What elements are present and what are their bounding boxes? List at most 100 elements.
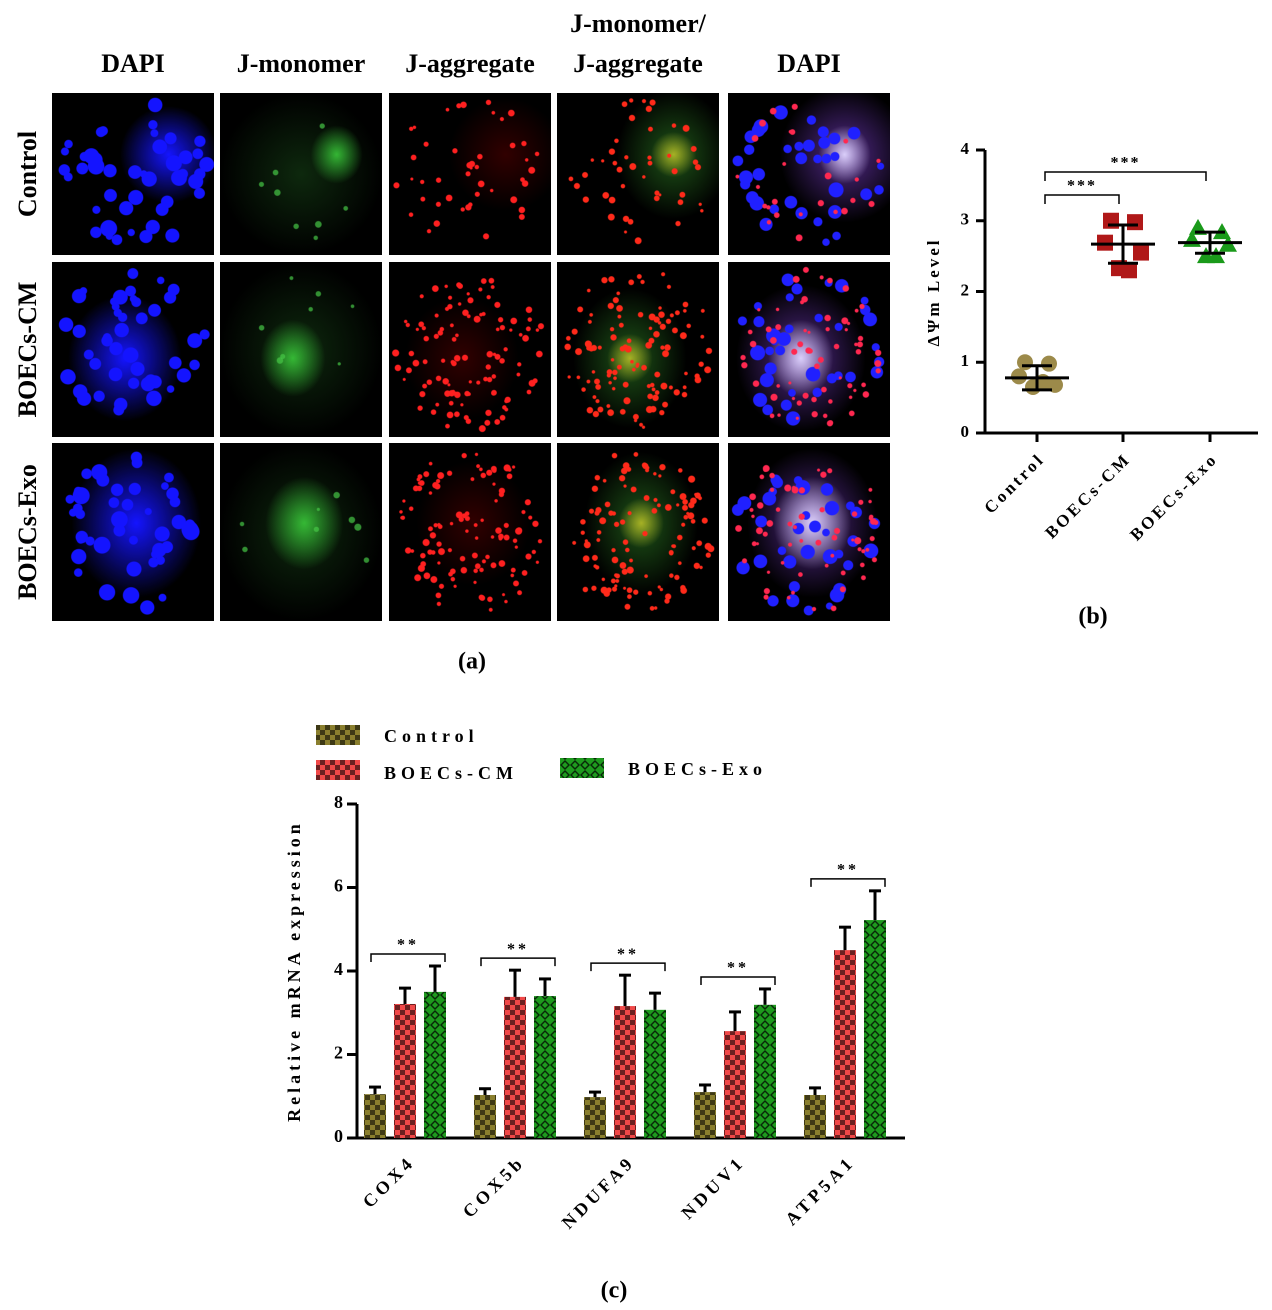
- bar: [614, 1006, 636, 1138]
- significance-bracket: [370, 953, 446, 962]
- significance-label: ***: [1067, 178, 1097, 195]
- error-bar: [649, 991, 661, 1010]
- y-tick-label: 8: [334, 792, 343, 812]
- panel-caption: (a): [458, 649, 486, 675]
- legend-label: BOECs-CM: [384, 763, 518, 783]
- y-tick-label: 1: [961, 351, 970, 370]
- significance-bracket: [1044, 194, 1120, 204]
- error-bar: [809, 1086, 821, 1095]
- significance-bracket: [1044, 171, 1207, 181]
- y-tick-label: 4: [334, 959, 343, 979]
- bar: [644, 1009, 666, 1138]
- column-header: J-monomer: [236, 49, 366, 78]
- data-point: [1121, 262, 1137, 279]
- significance-label: **: [727, 960, 749, 977]
- y-tick-label: 3: [961, 210, 970, 229]
- micrograph: [728, 443, 890, 621]
- error-bar: [509, 968, 521, 997]
- bar: [834, 950, 856, 1138]
- x-tick-label: COX5b: [459, 1152, 529, 1222]
- y-tick-label: 0: [961, 422, 970, 441]
- micrograph: [220, 443, 382, 621]
- bar: [584, 1097, 606, 1138]
- significance-label: **: [617, 946, 639, 963]
- data-point: [1127, 214, 1143, 231]
- error-bar: [1108, 223, 1138, 265]
- x-tick-label: NDUV1: [677, 1152, 748, 1223]
- micrograph: [220, 262, 382, 437]
- micrograph: [557, 93, 719, 255]
- y-tick-label: 2: [334, 1043, 343, 1063]
- x-tick-label: NDUFA9: [558, 1152, 639, 1233]
- significance-bracket: [480, 957, 556, 967]
- bar: [394, 1003, 416, 1138]
- bar: [364, 1094, 386, 1138]
- micrograph: [557, 262, 719, 437]
- significance-bracket: [590, 962, 666, 972]
- error-bar: [1195, 230, 1225, 255]
- x-tick-label: ATP5A1: [781, 1152, 859, 1230]
- error-bar: [399, 986, 411, 1004]
- significance-bracket: [810, 878, 886, 887]
- column-header: DAPI: [101, 49, 165, 78]
- legend-label: Control: [384, 726, 479, 746]
- micrograph: [728, 93, 890, 255]
- bar: [804, 1094, 826, 1138]
- bar: [424, 991, 446, 1138]
- error-bar: [619, 973, 631, 1007]
- legend-swatch: [560, 758, 604, 778]
- bar: [694, 1092, 716, 1138]
- error-bar: [369, 1085, 381, 1095]
- x-tick-label: Control: [980, 449, 1048, 517]
- significance-label: **: [507, 941, 529, 958]
- x-tick-label: COX4: [359, 1152, 419, 1212]
- y-axis-label: ΔΨm Level: [924, 238, 943, 347]
- error-bar: [839, 925, 851, 951]
- micrograph: [220, 93, 382, 255]
- bar: [504, 996, 526, 1138]
- data-point: [1207, 247, 1225, 264]
- row-label: Control: [13, 131, 42, 217]
- significance-bracket: [700, 976, 776, 985]
- micrograph: [728, 262, 890, 437]
- x-tick-label: BOECs-CM: [1041, 449, 1134, 542]
- legend-swatch: [316, 760, 360, 780]
- legend-swatch: [316, 725, 360, 745]
- error-bar: [589, 1090, 601, 1098]
- significance-label: **: [837, 862, 859, 879]
- micrograph: [557, 443, 719, 621]
- data-point: [1017, 354, 1033, 371]
- error-bar: [539, 977, 551, 997]
- micrograph: [52, 93, 214, 255]
- micrograph: [389, 443, 551, 621]
- error-bar: [699, 1083, 711, 1093]
- row-label: BOECs-Exo: [13, 464, 42, 600]
- significance-label: **: [397, 937, 419, 954]
- y-tick-label: 0: [334, 1126, 343, 1146]
- error-bar: [869, 889, 881, 921]
- error-bar: [1022, 364, 1052, 392]
- y-axis-label: Relative mRNA expression: [284, 820, 304, 1122]
- error-bar: [729, 1010, 741, 1032]
- panel-caption: (b): [1078, 604, 1107, 630]
- bar: [864, 920, 886, 1138]
- micrograph: [389, 93, 551, 255]
- panel-caption: (c): [601, 1278, 628, 1304]
- data-point: [1041, 355, 1057, 372]
- x-tick-label: BOECs-Exo: [1126, 449, 1221, 544]
- micrograph: [52, 262, 214, 437]
- error-bar: [479, 1087, 491, 1095]
- micrograph: [389, 262, 551, 437]
- error-bar: [429, 964, 441, 992]
- column-header: J-monomer/ J-aggregate: [570, 9, 706, 78]
- bar: [534, 996, 556, 1138]
- column-header: DAPI: [777, 49, 841, 78]
- legend-label: BOECs-Exo: [628, 759, 767, 779]
- column-header: J-aggregate: [405, 49, 535, 78]
- data-point: [1133, 244, 1149, 261]
- row-label: BOECs-CM: [13, 282, 42, 418]
- y-tick-label: 2: [961, 280, 970, 299]
- bar: [754, 1004, 776, 1138]
